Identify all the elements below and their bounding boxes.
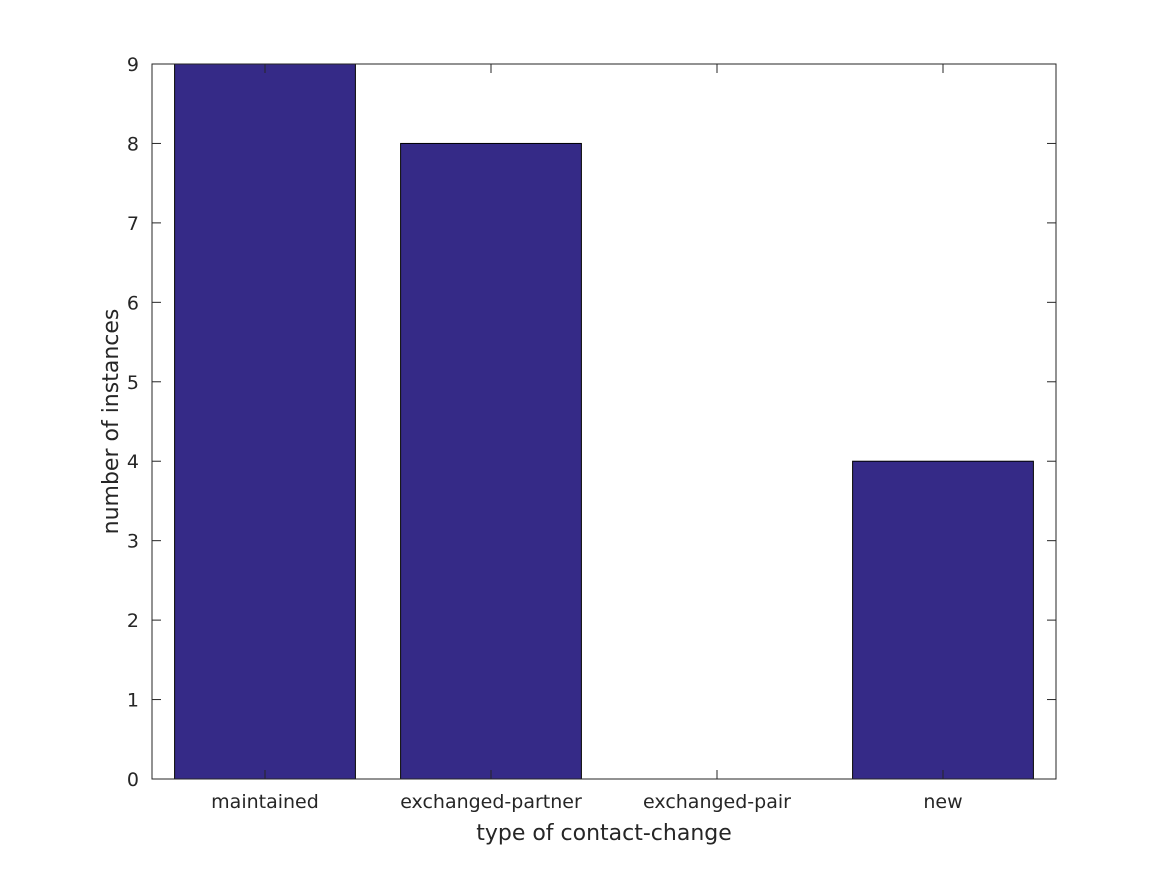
y-tick-label-3: 3 — [127, 531, 139, 553]
plot-area-frame — [151, 63, 1057, 780]
x-tick-label-maintained: maintained — [211, 791, 319, 813]
x-axis-title: type of contact-change — [476, 821, 732, 846]
y-axis-title: number of instances — [99, 309, 124, 535]
axis-ticks-group — [152, 63, 1056, 780]
y-tick-label-9: 9 — [127, 54, 139, 76]
y-tick-label-6: 6 — [127, 292, 139, 314]
bar-exchanged-partner — [400, 142, 582, 780]
y-tick-label-2: 2 — [127, 610, 139, 632]
bars-group — [174, 63, 1034, 780]
y-tick-label-7: 7 — [127, 213, 139, 235]
bar-maintained — [174, 63, 356, 780]
y-tick-label-4: 4 — [127, 451, 139, 473]
x-tick-labels: maintained exchanged-partner exchanged-pai… — [211, 791, 962, 813]
y-tick-label-8: 8 — [127, 133, 139, 155]
y-tick-label-1: 1 — [127, 690, 139, 712]
x-tick-label-new: new — [923, 791, 962, 813]
y-tick-label-5: 5 — [127, 372, 139, 394]
y-tick-label-0: 0 — [127, 769, 139, 791]
x-tick-label-exchanged-pair: exchanged-pair — [643, 791, 791, 813]
y-tick-labels: 0 1 2 3 4 5 6 7 8 9 — [127, 54, 139, 791]
x-tick-label-exchanged-partner: exchanged-partner — [400, 791, 582, 813]
bar-new — [852, 460, 1034, 780]
